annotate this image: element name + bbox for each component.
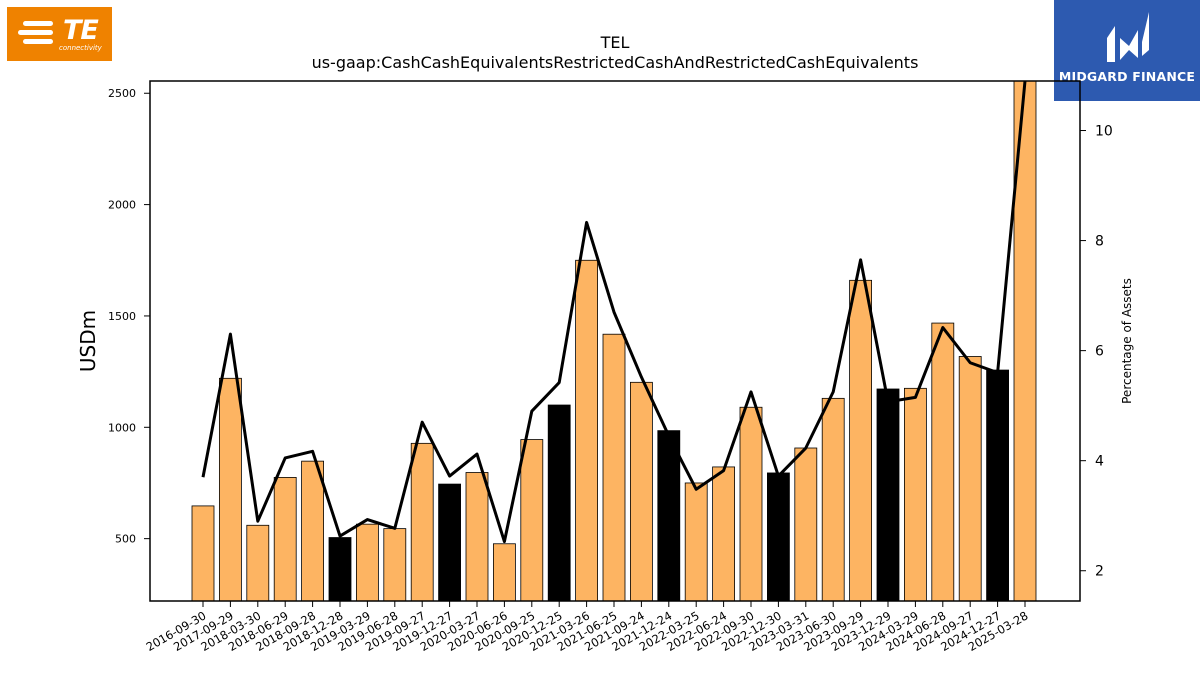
bar xyxy=(630,381,653,602)
logo-name: MIDGARD FINANCE xyxy=(1058,69,1196,84)
y-axis-label: USDm xyxy=(76,310,100,372)
te-connectivity-logo: TE connectivity xyxy=(7,7,112,61)
bar xyxy=(218,377,242,602)
midgard-emblem-icon xyxy=(1107,12,1149,62)
bar xyxy=(547,404,571,602)
y-tick-label: 500 xyxy=(115,533,136,546)
chart-subtitle: us-gaap:CashCashEquivalentsRestrictedCas… xyxy=(312,53,919,72)
y2-tick-label: 10 xyxy=(1095,124,1113,140)
bar xyxy=(876,388,900,602)
bar xyxy=(958,356,982,602)
bar xyxy=(821,397,845,602)
bar xyxy=(712,466,735,602)
chart-title: TEL xyxy=(600,33,630,52)
logo-word: TE xyxy=(63,15,99,46)
bar xyxy=(273,477,297,602)
bar xyxy=(794,447,818,602)
y2-tick-label: 6 xyxy=(1095,344,1104,360)
plot-frame xyxy=(149,80,1081,602)
y-tick-label: 1000 xyxy=(108,421,136,434)
logo-stripe xyxy=(23,39,53,44)
bar xyxy=(575,259,598,602)
bar xyxy=(904,387,927,602)
bar xyxy=(301,460,325,602)
y-axis-left: 500 1000 1500 2000 2500 xyxy=(108,87,150,546)
bar xyxy=(986,369,1009,602)
logo-stripe xyxy=(18,30,53,35)
line-series xyxy=(201,80,1027,544)
y2-tick-label: 8 xyxy=(1095,234,1104,250)
y-tick-label: 1500 xyxy=(108,310,136,323)
midgard-finance-logo: MIDGARD FINANCE xyxy=(1054,0,1200,101)
y-tick-label: 2500 xyxy=(108,87,136,100)
bar xyxy=(849,279,872,602)
bar xyxy=(383,528,407,602)
bar xyxy=(684,482,708,602)
bar xyxy=(520,439,544,602)
y-tick-label: 2000 xyxy=(108,199,136,212)
bar xyxy=(410,442,434,602)
bar xyxy=(438,483,462,602)
bar xyxy=(602,333,626,602)
bar-series xyxy=(191,80,1037,602)
bar xyxy=(355,523,379,602)
y-axis-right: 2 4 6 8 10 xyxy=(1080,124,1113,580)
y2-axis-label: Percentage of Assets xyxy=(1120,278,1134,404)
percentage-line xyxy=(201,80,1027,544)
x-axis: 2016-09-302017-09-292018-03-302018-06-29… xyxy=(144,601,1031,654)
logo-stripe xyxy=(23,21,53,26)
logo-subtext: connectivity xyxy=(59,44,102,52)
y2-tick-label: 4 xyxy=(1095,454,1104,470)
bar xyxy=(931,322,955,602)
bar xyxy=(465,472,489,602)
bar xyxy=(657,430,681,602)
bar xyxy=(191,505,215,602)
bar xyxy=(328,537,352,602)
bar xyxy=(492,543,516,602)
y2-tick-label: 2 xyxy=(1095,564,1104,580)
bar xyxy=(739,406,763,602)
bar xyxy=(246,524,270,602)
bar xyxy=(767,472,790,602)
